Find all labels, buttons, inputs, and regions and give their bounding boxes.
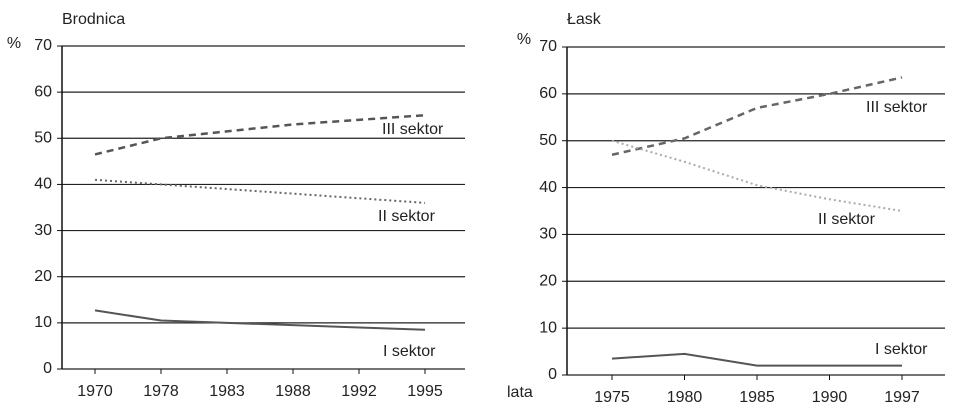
series-line (611, 76, 903, 156)
series-line (611, 139, 903, 212)
y-tick-label: 0 (43, 360, 52, 377)
x-tick-label: 1985 (739, 389, 775, 405)
y-tick-label: 70 (34, 37, 52, 54)
series-line (611, 352, 902, 367)
y-tick-label: 70 (539, 38, 557, 55)
series-label: III sektor (382, 121, 444, 138)
y-axis-label: % (7, 35, 21, 52)
x-tick-label: 1995 (407, 383, 443, 400)
series-line (94, 178, 426, 204)
x-tick-label: 1970 (77, 383, 113, 400)
x-tick-label: 1988 (275, 383, 311, 400)
x-tick-label: 1992 (341, 383, 377, 400)
y-tick-label: 10 (539, 319, 557, 336)
series-line (94, 113, 426, 156)
y-tick-label: 30 (539, 226, 557, 243)
x-tick-label: 1975 (594, 389, 630, 405)
series-label: II sektor (818, 211, 876, 228)
x-tick-label: 1990 (812, 389, 848, 405)
y-tick-label: 40 (34, 176, 52, 193)
x-tick-label: 1980 (667, 389, 703, 405)
chart-title: Brodnica (62, 11, 125, 28)
y-axis-label: % (517, 31, 531, 48)
y-tick-label: 60 (539, 85, 557, 102)
series-label: I sektor (383, 343, 436, 360)
y-tick-label: 0 (548, 366, 557, 383)
x-tick-label: 1978 (143, 383, 179, 400)
y-tick-label: 20 (539, 273, 557, 290)
y-tick-label: 60 (34, 83, 52, 100)
y-tick-label: 10 (34, 314, 52, 331)
y-tick-label: 50 (34, 130, 52, 147)
y-tick-label: 40 (539, 179, 557, 196)
series-label: I sektor (875, 341, 928, 358)
y-tick-label: 30 (34, 222, 52, 239)
series-line (94, 309, 426, 331)
x-tick-label: 1983 (209, 383, 245, 400)
series-label: II sektor (378, 208, 436, 225)
y-tick-label: 50 (539, 132, 557, 149)
x-tick-label: 1997 (884, 389, 920, 405)
chart-title: Łask (567, 11, 602, 28)
y-tick-label: 20 (34, 268, 52, 285)
x-axis-label: lata (507, 384, 533, 401)
series-label: III sektor (866, 99, 928, 116)
